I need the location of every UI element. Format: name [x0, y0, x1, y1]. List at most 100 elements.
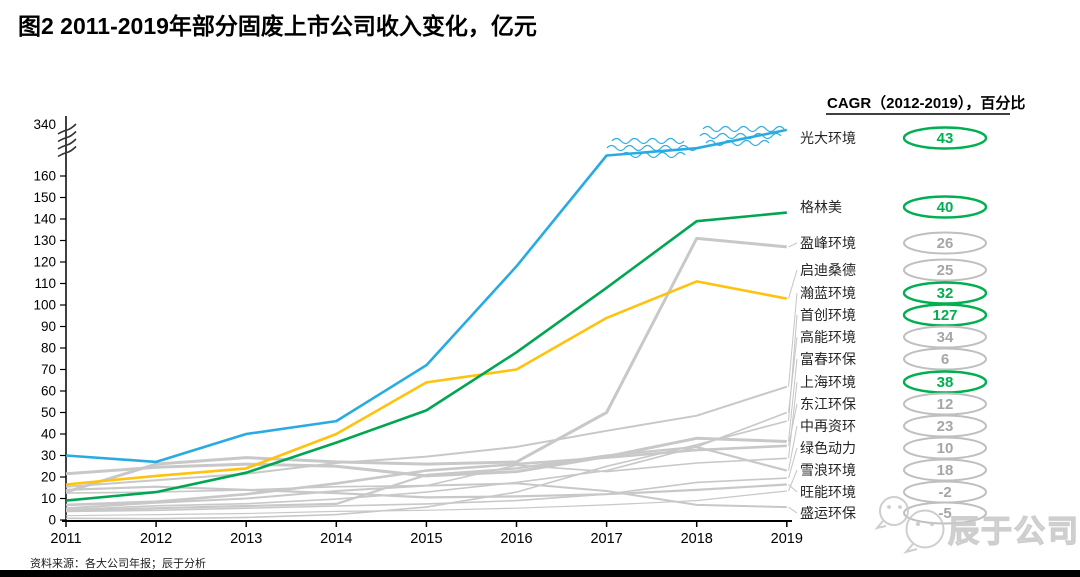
legend-row-上海环境: 上海环境 38 [800, 370, 988, 394]
company-label: 瀚蓝环境 [800, 285, 856, 301]
y-tick-label: 40 [41, 427, 56, 442]
leader-line-旺能环境 [788, 484, 798, 493]
y-break-label: 340 [33, 117, 56, 132]
company-label: 富春环保 [800, 351, 856, 367]
legend-row-盛运环保: 盛运环保 -5 [800, 501, 987, 525]
company-label: 东江环保 [800, 396, 856, 412]
cagr-ellipse [903, 501, 987, 525]
axis-break-mark [57, 130, 77, 143]
y-tick-label: 160 [33, 169, 56, 184]
y-tick-label: 120 [33, 255, 56, 270]
wechat-icon [874, 496, 945, 554]
legend-row-启迪桑德: 启迪桑德 25 [800, 258, 987, 282]
series-lines [65, 128, 788, 520]
y-tick-label: 80 [41, 341, 56, 356]
series-line-格林美 [65, 211, 787, 502]
cagr-value: 26 [937, 235, 954, 252]
y-tick-label: 70 [41, 362, 56, 377]
axis-break-mark [57, 123, 77, 135]
company-label: 高能环境 [800, 329, 856, 345]
chart-body: 0 10 20 30 40 50 60 70 80 90 100 110 120 130 140 150 160… [33, 116, 988, 547]
series-line-东江环保 [65, 444, 787, 507]
y-tick-label: 90 [41, 319, 56, 334]
cagr-ellipse [903, 258, 987, 282]
legend-row-瀚蓝环境: 瀚蓝环境 32 [800, 281, 988, 305]
series-line-盛运环保 [65, 482, 787, 510]
company-label: 格林美 [800, 199, 842, 215]
cagr-ellipse [903, 347, 987, 371]
x-tick-label: 2012 [140, 531, 172, 547]
legend-row-格林美: 格林美 40 [800, 195, 988, 219]
cagr-value: 12 [937, 396, 954, 413]
company-label: 雪浪环境 [800, 462, 856, 478]
line-break-squiggles [606, 125, 785, 159]
legend-row-中再资环: 中再资环 23 [800, 414, 987, 438]
leader-lines [788, 242, 798, 514]
y-tick-label: 20 [41, 470, 56, 485]
cagr-ellipse [903, 231, 987, 255]
cagr-header: CAGR（2012-2019），百分比 [827, 94, 1025, 112]
legend-row-雪浪环境: 雪浪环境 18 [800, 458, 987, 482]
axis-break-mark [57, 145, 77, 158]
x-tick-label: 2016 [500, 531, 532, 547]
company-label: 上海环境 [800, 374, 856, 390]
company-label: 盈峰环境 [800, 235, 856, 251]
series-line-启迪桑德 [65, 280, 788, 486]
company-label: 盛运环保 [800, 505, 856, 521]
series-line-雪浪环境 [65, 490, 787, 517]
watermark-text: 辰于公司 [948, 514, 1080, 549]
leader-line-中再资环 [788, 425, 798, 471]
legend-row-旺能环境: 旺能环境 -2 [800, 480, 987, 504]
cagr-value: -5 [938, 505, 951, 522]
company-label: 旺能环境 [800, 484, 856, 500]
x-tick-label: 2013 [230, 531, 262, 547]
company-label: 绿色动力 [800, 440, 856, 456]
leader-line-瀚蓝环境 [788, 292, 798, 387]
legend-row-东江环保: 东江环保 12 [800, 392, 987, 416]
cagr-value: 6 [941, 351, 949, 368]
series-line-盈峰环境 [65, 236, 787, 494]
cagr-value: 23 [937, 418, 954, 435]
x-tick-label: 2017 [590, 531, 622, 547]
squiggle-mark [611, 137, 685, 145]
y-tick-label: 130 [33, 233, 56, 248]
series-line-瀚蓝环境 [65, 385, 788, 488]
series-line-高能环境 [65, 411, 788, 511]
x-tick-label: 2019 [771, 531, 803, 547]
series-line-旺能环境 [65, 483, 787, 499]
cagr-value: 18 [937, 462, 954, 479]
axis-break-mark [57, 138, 77, 150]
leader-line-上海环境 [788, 381, 798, 459]
x-tick-label: 2018 [681, 531, 713, 547]
chart-title: 图2 2011-2019年部分固废上市公司收入变化，亿元 [18, 13, 537, 39]
cagr-ellipse [902, 195, 988, 219]
series-line-绿色动力 [65, 477, 787, 513]
legend-row-高能环境: 高能环境 34 [800, 325, 987, 349]
source-note: 资料来源：各大公司年报；辰于分析 [30, 556, 206, 570]
squiggle-mark [705, 139, 770, 147]
company-label: 首创环境 [800, 307, 856, 323]
axes [57, 116, 792, 527]
y-tick-label: 110 [34, 276, 56, 291]
y-tick-label: 30 [41, 448, 56, 463]
cagr-value: -2 [938, 484, 951, 501]
cagr-value: 38 [937, 374, 954, 391]
x-tick-label: 2015 [410, 531, 442, 547]
leader-line-高能环境 [788, 336, 798, 413]
leader-line-启迪桑德 [788, 269, 798, 299]
legend-row-富春环保: 富春环保 6 [800, 347, 987, 371]
leader-line-雪浪环境 [788, 469, 798, 492]
squiggle-mark [699, 132, 782, 140]
legend-row-光大环境: 光大环境 43 [800, 126, 988, 150]
cagr-value: 40 [937, 199, 954, 216]
cagr-value: 34 [937, 329, 954, 346]
y-tick-label: 60 [41, 384, 56, 399]
company-label: 启迪桑德 [800, 262, 856, 278]
y-tick-label: 10 [41, 491, 56, 506]
leader-line-富春环保 [788, 358, 798, 442]
legend-row-盈峰环境: 盈峰环境 26 [800, 231, 987, 255]
company-label: 中再资环 [800, 418, 856, 434]
